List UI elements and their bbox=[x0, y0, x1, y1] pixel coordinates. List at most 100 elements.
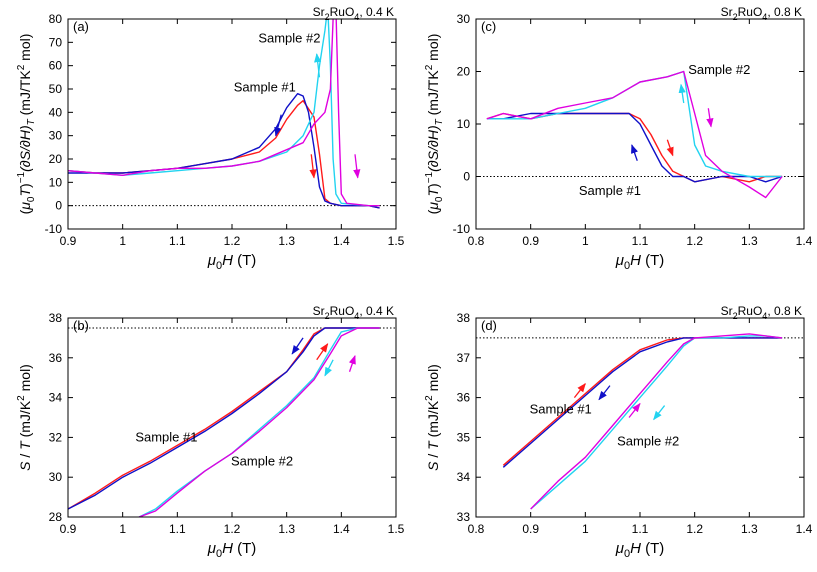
sweep-arrow bbox=[314, 53, 322, 78]
sample-label: Sample #2 bbox=[258, 30, 320, 45]
sweep-arrow bbox=[598, 385, 611, 401]
x-tick-label: 1.3 bbox=[741, 234, 758, 248]
sweep-arrow bbox=[628, 402, 641, 418]
series-line-3 bbox=[138, 327, 380, 517]
sweep-arrow bbox=[653, 405, 666, 421]
x-tick-label: 0.9 bbox=[60, 522, 77, 536]
sweep-arrow bbox=[274, 114, 282, 137]
x-tick-label: 1.4 bbox=[796, 234, 813, 248]
y-tick-label: -10 bbox=[453, 222, 471, 236]
x-tick-label: 1.1 bbox=[632, 234, 649, 248]
sweep-arrow bbox=[573, 382, 586, 399]
x-tick-label: 1 bbox=[119, 522, 126, 536]
x-axis-label: μ0H (T) bbox=[207, 252, 257, 272]
sweep-arrow bbox=[666, 139, 674, 157]
x-tick-label: 1.2 bbox=[686, 522, 703, 536]
sweep-arrow bbox=[353, 154, 361, 179]
y-tick-label: 38 bbox=[49, 311, 63, 325]
x-tick-label: 1 bbox=[119, 234, 126, 248]
x-tick-label: 1.1 bbox=[169, 234, 186, 248]
x-axis-label: μ0H (T) bbox=[615, 540, 665, 560]
y-tick-label: 35 bbox=[457, 430, 471, 444]
y-tick-label: 70 bbox=[49, 35, 63, 49]
sweep-arrow bbox=[348, 354, 356, 372]
x-tick-label: 0.9 bbox=[522, 234, 539, 248]
x-tick-label: 1.2 bbox=[224, 234, 241, 248]
x-tick-label: 1 bbox=[582, 522, 589, 536]
sweep-arrow bbox=[309, 154, 317, 179]
y-tick-label: -10 bbox=[45, 222, 63, 236]
y-tick-label: 30 bbox=[49, 129, 63, 143]
panel-a: 0.9 1 1.1 1.2 1.3 1.4 1.5 -10 0 10 20 30 40 50 60 70 80 (… bbox=[16, 5, 405, 272]
series-line-2 bbox=[486, 112, 783, 183]
plot-frame bbox=[475, 317, 805, 518]
x-tick-label: 1.4 bbox=[796, 522, 813, 536]
x-tick-label: 1.4 bbox=[333, 234, 350, 248]
y-tick-label: 37 bbox=[457, 351, 471, 365]
series-line-4 bbox=[530, 333, 783, 510]
sample-label: Sample #1 bbox=[579, 183, 641, 198]
sweep-arrow bbox=[631, 144, 638, 161]
x-tick-label: 1.3 bbox=[278, 522, 295, 536]
y-tick-label: 0 bbox=[463, 170, 470, 184]
y-axis-label: (μ0T)−1(∂S/∂H)T (mJ/TK2 mol) bbox=[16, 34, 37, 215]
y-tick-label: 30 bbox=[457, 12, 471, 26]
series-line-2 bbox=[502, 337, 783, 468]
y-tick-label: 33 bbox=[457, 510, 471, 524]
x-tick-label: 1 bbox=[582, 234, 589, 248]
y-tick-label: 38 bbox=[457, 311, 471, 325]
panel-label: (d) bbox=[481, 318, 497, 333]
series-line-4 bbox=[486, 70, 783, 199]
sample-label: Sample #2 bbox=[231, 453, 293, 468]
y-tick-label: 60 bbox=[49, 59, 63, 73]
series-line-2 bbox=[68, 327, 380, 510]
x-tick-label: 0.9 bbox=[522, 522, 539, 536]
sample-label: Sample #1 bbox=[530, 402, 592, 417]
compound-annotation: Sr2RuO4, 0.4 K bbox=[313, 304, 394, 321]
compound-annotation: Sr2RuO4, 0.8 K bbox=[721, 5, 802, 22]
y-tick-label: 80 bbox=[49, 12, 63, 26]
compound-annotation: Sr2RuO4, 0.4 K bbox=[313, 5, 394, 22]
panel-label: (b) bbox=[73, 318, 89, 333]
y-tick-label: 36 bbox=[49, 351, 63, 365]
y-tick-label: 10 bbox=[49, 175, 63, 189]
series-line-4 bbox=[68, 19, 380, 207]
x-tick-label: 0.8 bbox=[468, 522, 485, 536]
panel-label: (c) bbox=[481, 19, 496, 34]
x-tick-label: 0.9 bbox=[60, 234, 77, 248]
y-tick-label: 32 bbox=[49, 430, 63, 444]
y-tick-label: 20 bbox=[457, 65, 471, 79]
compound-annotation: Sr2RuO4, 0.8 K bbox=[721, 304, 802, 321]
sweep-arrow bbox=[324, 359, 334, 377]
sweep-arrow bbox=[678, 83, 686, 104]
series-line-3 bbox=[530, 335, 783, 510]
panel-d: 0.8 0.9 1 1.1 1.2 1.3 1.4 33 34 35 36 37 38 (d) Sr2RuO… bbox=[424, 304, 813, 560]
sample-label: Sample #2 bbox=[688, 62, 750, 77]
y-axis-label: S / T (mJ/K2 mol) bbox=[16, 364, 33, 471]
plot-frame bbox=[67, 18, 397, 230]
y-tick-label: 34 bbox=[457, 470, 471, 484]
x-axis-label: μ0H (T) bbox=[207, 540, 257, 560]
sample-label: Sample #1 bbox=[135, 429, 197, 444]
panel-label: (a) bbox=[73, 19, 89, 34]
series-line-4 bbox=[138, 327, 380, 517]
x-axis-label: μ0H (T) bbox=[615, 252, 665, 272]
x-tick-label: 1.5 bbox=[388, 522, 405, 536]
y-tick-label: 10 bbox=[457, 117, 471, 131]
sweep-arrow bbox=[316, 343, 329, 361]
sweep-arrow bbox=[706, 108, 714, 128]
x-tick-label: 1.4 bbox=[333, 522, 350, 536]
panel-c: 0.8 0.9 1 1.1 1.2 1.3 1.4 -10 0 10 20 30 (c) Sr2RuO4,… bbox=[424, 5, 813, 272]
x-tick-label: 1.2 bbox=[224, 522, 241, 536]
series-line-1 bbox=[486, 112, 783, 183]
series-line-3 bbox=[486, 70, 783, 178]
sample-label: Sample #1 bbox=[234, 79, 296, 94]
y-axis-label: S / T (mJ/K2 mol) bbox=[424, 364, 441, 471]
y-tick-label: 50 bbox=[49, 82, 63, 96]
plot-frame bbox=[67, 317, 397, 518]
y-tick-label: 36 bbox=[457, 391, 471, 405]
x-tick-label: 1.5 bbox=[388, 234, 405, 248]
y-tick-label: 40 bbox=[49, 105, 63, 119]
y-tick-label: 28 bbox=[49, 510, 63, 524]
